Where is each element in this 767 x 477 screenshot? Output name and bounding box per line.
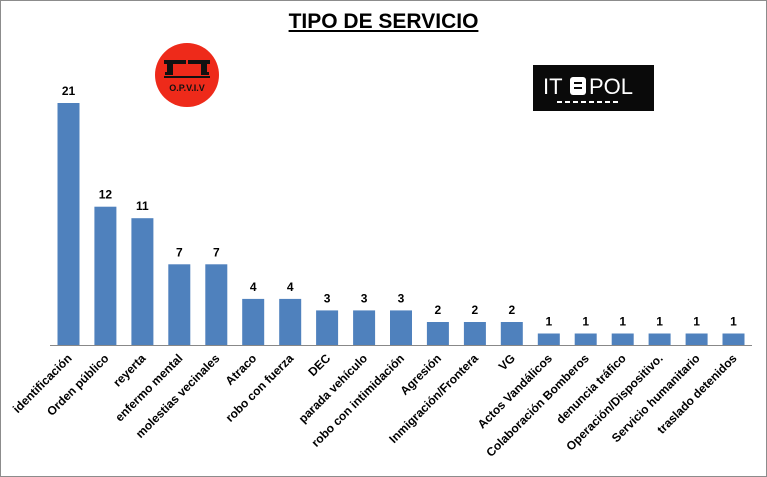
x-tick-label: VG (496, 351, 518, 373)
data-label: 2 (472, 303, 479, 317)
data-label: 2 (508, 303, 515, 317)
svg-text:O.P.V.I.V: O.P.V.I.V (169, 83, 205, 93)
x-tick-label: robo con fuerza (223, 351, 297, 425)
data-label: 1 (619, 315, 626, 329)
bar (463, 322, 486, 345)
data-label: 4 (250, 280, 257, 294)
data-label: 1 (693, 315, 700, 329)
data-label: 7 (213, 245, 220, 259)
bar (94, 206, 117, 345)
bar (131, 218, 154, 345)
data-label: 2 (435, 303, 442, 317)
data-label: 1 (730, 315, 737, 329)
bar (316, 310, 339, 345)
bar (611, 333, 634, 345)
bar (685, 333, 708, 345)
data-label: 3 (398, 291, 405, 305)
data-label: 4 (287, 280, 294, 294)
itepol-logo: IT POL (533, 65, 654, 111)
data-label: 3 (324, 291, 331, 305)
data-label: 1 (656, 315, 663, 329)
itepol-logo-art: IT POL (543, 74, 633, 103)
bar (242, 298, 265, 345)
bar (537, 333, 560, 345)
bar (722, 333, 745, 345)
chart-title: TIPO DE SERVICIO (288, 10, 479, 33)
svg-text:POL: POL (589, 74, 633, 99)
x-tick-label: enfermo mental (112, 351, 185, 424)
data-label: 12 (99, 188, 113, 202)
bar (353, 310, 376, 345)
opviv-logo-art: O.P.V.I.V (164, 60, 210, 93)
bar (279, 298, 302, 345)
data-label: 1 (582, 315, 589, 329)
data-label: 21 (62, 84, 76, 98)
data-label: 1 (545, 315, 552, 329)
bar (390, 310, 412, 345)
bar (500, 322, 523, 345)
opviv-logo: O.P.V.I.V (155, 43, 219, 107)
bar (57, 103, 80, 345)
svg-text:IT: IT (543, 74, 563, 99)
bar (574, 333, 597, 345)
bar (205, 264, 228, 345)
data-label: 3 (361, 291, 368, 305)
bar (648, 333, 671, 345)
x-tick-label: DEC (305, 351, 333, 379)
bar (168, 264, 191, 345)
data-label: 7 (176, 245, 183, 259)
data-label: 11 (136, 199, 149, 213)
bar (426, 322, 449, 345)
